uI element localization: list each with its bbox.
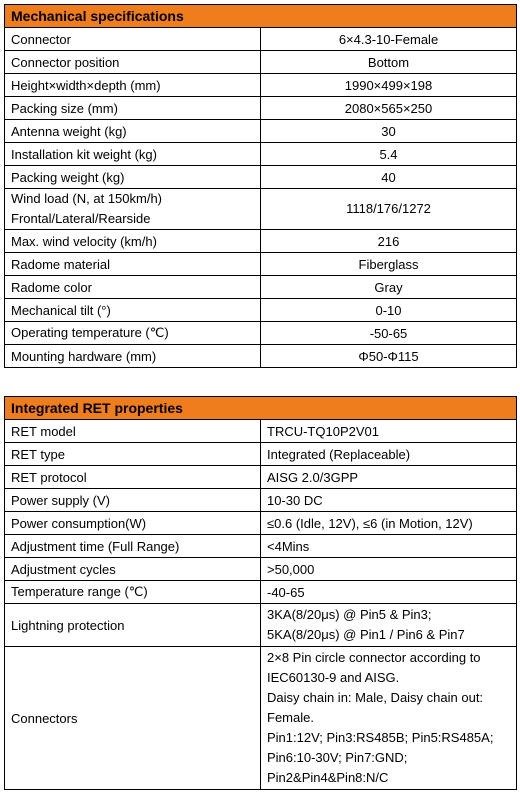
integrated-ret-properties-header: Integrated RET properties: [4, 396, 517, 420]
spec-label: Radome color: [4, 275, 261, 299]
spec-label: Packing size (mm): [4, 96, 261, 120]
table-row: Connector position Bottom: [4, 50, 517, 74]
table-row: Mechanical tilt (°) 0-10: [4, 298, 517, 322]
integrated-ret-properties-table: Integrated RET properties RET model TRCU…: [4, 396, 517, 790]
spec-label: Power consumption(W): [4, 511, 261, 535]
spec-value: Integrated (Replaceable): [260, 442, 517, 466]
spec-label: Lightning protection: [4, 603, 261, 647]
spec-label: Max. wind velocity (km/h): [4, 229, 261, 253]
spec-label: Temperature range (℃): [4, 580, 261, 604]
spec-value: -40-65: [260, 580, 517, 604]
table-row: Packing weight (kg) 40: [4, 165, 517, 189]
spec-label: Mounting hardware (mm): [4, 344, 261, 368]
spec-value: 6×4.3-10-Female: [260, 27, 517, 51]
spec-label: Adjustment cycles: [4, 557, 261, 581]
spec-value: -50-65: [260, 321, 517, 345]
spec-value: Gray: [260, 275, 517, 299]
spec-value: 1990×499×198: [260, 73, 517, 97]
spec-label: Connectors: [4, 646, 261, 790]
table-row: RET type Integrated (Replaceable): [4, 442, 517, 466]
spec-label: Installation kit weight (kg): [4, 142, 261, 166]
table-row: Wind load (N, at 150km/h) Frontal/Latera…: [4, 188, 517, 230]
spec-label: Power supply (V): [4, 488, 261, 512]
spec-value: Fiberglass: [260, 252, 517, 276]
spec-label: Adjustment time (Full Range): [4, 534, 261, 558]
spec-label: Antenna weight (kg): [4, 119, 261, 143]
table-row: Radome material Fiberglass: [4, 252, 517, 276]
spec-value: AISG 2.0/3GPP: [260, 465, 517, 489]
table-row: Height×width×depth (mm) 1990×499×198: [4, 73, 517, 97]
table-row: Packing size (mm) 2080×565×250: [4, 96, 517, 120]
mechanical-specifications-header: Mechanical specifications: [4, 4, 517, 28]
spec-label: Wind load (N, at 150km/h) Frontal/Latera…: [4, 188, 261, 230]
spec-label: Radome material: [4, 252, 261, 276]
spec-value: 3KA(8/20μs) @ Pin5 & Pin3; 5KA(8/20μs) @…: [260, 603, 517, 647]
table-row: Operating temperature (℃) -50-65: [4, 321, 517, 345]
spec-value: >50,000: [260, 557, 517, 581]
spec-label: Height×width×depth (mm): [4, 73, 261, 97]
spec-value: 10-30 DC: [260, 488, 517, 512]
spec-label: Operating temperature (℃): [4, 321, 261, 345]
spec-value: 0-10: [260, 298, 517, 322]
spec-value: <4Mins: [260, 534, 517, 558]
spec-value: Bottom: [260, 50, 517, 74]
table-row: Installation kit weight (kg) 5.4: [4, 142, 517, 166]
spec-value: Φ50-Φ115: [260, 344, 517, 368]
spec-value: 30: [260, 119, 517, 143]
table-row: Adjustment time (Full Range) <4Mins: [4, 534, 517, 558]
table-row: Connector 6×4.3-10-Female: [4, 27, 517, 51]
spec-value: 40: [260, 165, 517, 189]
spec-value: TRCU-TQ10P2V01: [260, 419, 517, 443]
table-row: Max. wind velocity (km/h) 216: [4, 229, 517, 253]
spec-label: Mechanical tilt (°): [4, 298, 261, 322]
spec-label: RET model: [4, 419, 261, 443]
spec-value: ≤0.6 (Idle, 12V), ≤6 (in Motion, 12V): [260, 511, 517, 535]
spec-label: Connector position: [4, 50, 261, 74]
spec-value: 2×8 Pin circle connector according to IE…: [260, 646, 517, 790]
table-row: Adjustment cycles >50,000: [4, 557, 517, 581]
table-row: RET model TRCU-TQ10P2V01: [4, 419, 517, 443]
spec-label: Connector: [4, 27, 261, 51]
spec-value: 1118/176/1272: [260, 188, 517, 230]
spec-value: 5.4: [260, 142, 517, 166]
spec-label: Packing weight (kg): [4, 165, 261, 189]
spec-value: 216: [260, 229, 517, 253]
table-row: Power consumption(W) ≤0.6 (Idle, 12V), ≤…: [4, 511, 517, 535]
table-row: RET protocol AISG 2.0/3GPP: [4, 465, 517, 489]
spec-label: RET protocol: [4, 465, 261, 489]
spec-value: 2080×565×250: [260, 96, 517, 120]
table-row: Antenna weight (kg) 30: [4, 119, 517, 143]
table-row: Connectors 2×8 Pin circle connector acco…: [4, 646, 517, 790]
table-row: Power supply (V) 10-30 DC: [4, 488, 517, 512]
spec-label: RET type: [4, 442, 261, 466]
mechanical-specifications-table: Mechanical specifications Connector 6×4.…: [4, 4, 517, 368]
table-row: Mounting hardware (mm) Φ50-Φ115: [4, 344, 517, 368]
table-row: Radome color Gray: [4, 275, 517, 299]
table-row: Lightning protection 3KA(8/20μs) @ Pin5 …: [4, 603, 517, 647]
table-row: Temperature range (℃) -40-65: [4, 580, 517, 604]
